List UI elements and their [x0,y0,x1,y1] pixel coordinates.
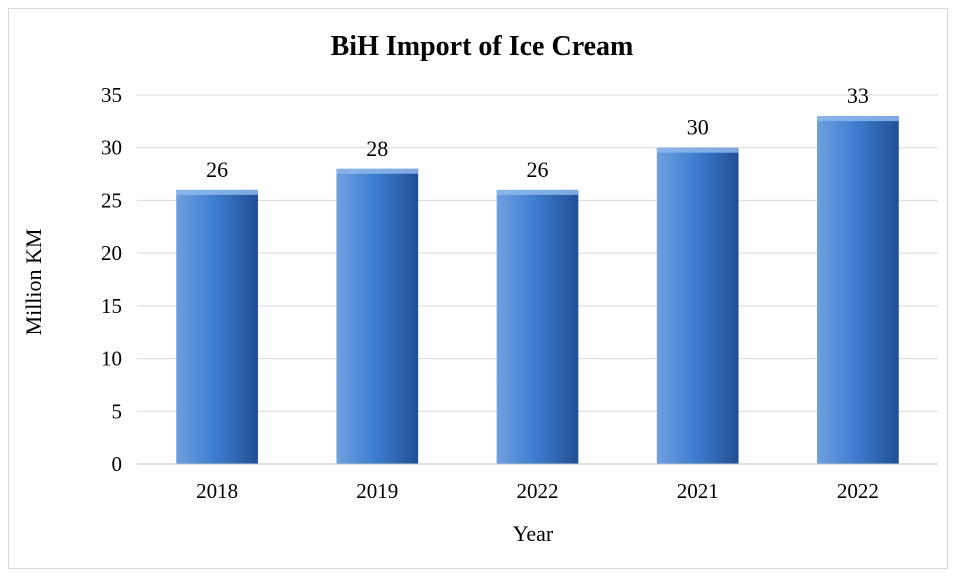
x-tick-label: 2019 [356,479,398,503]
data-label: 33 [847,83,869,108]
bar-top-bevel [817,116,899,122]
data-label: 28 [366,136,388,161]
bar-top-bevel [336,168,419,174]
x-axis-ticks: 2018 2019 2022 2021 2022 [196,479,879,503]
bar-top-bevel [656,147,739,153]
data-label: 30 [687,115,709,140]
y-tick-label: 0 [112,452,123,476]
y-tick-label: 10 [101,347,122,371]
bar [817,116,899,464]
x-tick-label: 2018 [196,479,238,503]
data-label: 26 [206,157,228,182]
bar [496,189,579,464]
data-label: 26 [527,157,549,182]
chart-frame [8,8,948,569]
y-tick-label: 25 [101,188,122,212]
bars [176,116,899,465]
bar-top-bevel [496,189,579,195]
x-tick-label: 2022 [837,479,879,503]
y-tick-label: 35 [101,83,122,107]
bar-top-bevel [176,189,258,195]
bar [656,147,739,464]
y-tick-label: 30 [101,136,122,160]
bar [176,189,258,464]
x-axis-title: Year [513,521,554,546]
y-axis-title: Million KM [21,229,46,336]
x-tick-label: 2021 [677,479,719,503]
x-tick-label: 2022 [517,479,559,503]
y-axis-ticks: 0 5 10 15 20 25 30 35 [101,83,122,476]
data-labels: 26 28 26 30 33 [206,83,869,182]
bar [336,168,419,465]
chart-title: BiH Import of Ice Cream [331,31,634,62]
y-tick-label: 20 [101,241,122,265]
y-tick-label: 15 [101,294,122,318]
y-tick-label: 5 [112,399,123,423]
